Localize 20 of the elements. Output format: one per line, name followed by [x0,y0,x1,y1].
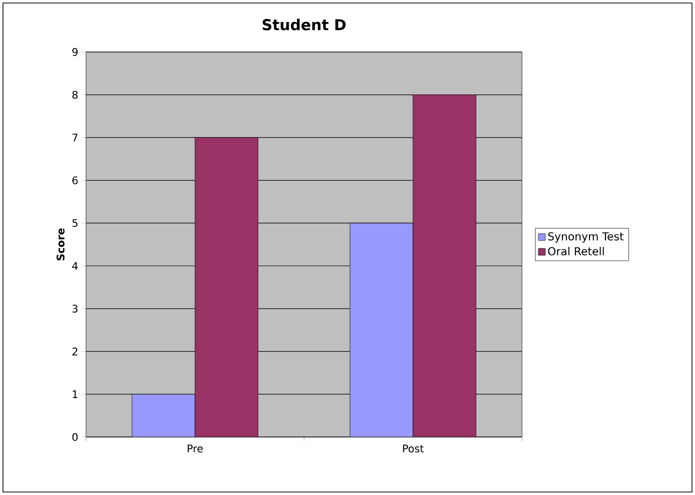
bar [132,394,196,437]
y-tick-label: 9 [72,48,78,56]
legend-label: Oral Retell [548,246,604,256]
y-tick-label: 7 [72,134,78,142]
bar [350,222,414,437]
y-tick-label: 5 [72,219,78,227]
y-tick-label: 1 [72,390,78,398]
y-tick-label: 6 [72,176,78,184]
y-axis-title: Score [56,228,65,260]
x-tick-label: Pre [188,444,203,452]
y-tick-label: 3 [72,304,78,313]
legend-label: Synonym Test [548,232,624,243]
bar [194,137,258,437]
bar [412,94,476,437]
y-tick-label: 2 [72,348,78,356]
chart-title: Student D [262,18,346,30]
x-tick-label: Post [403,444,424,452]
y-tick-label: 4 [72,262,78,270]
y-tick-label: 8 [72,90,78,99]
y-tick-label: 0 [72,433,78,441]
